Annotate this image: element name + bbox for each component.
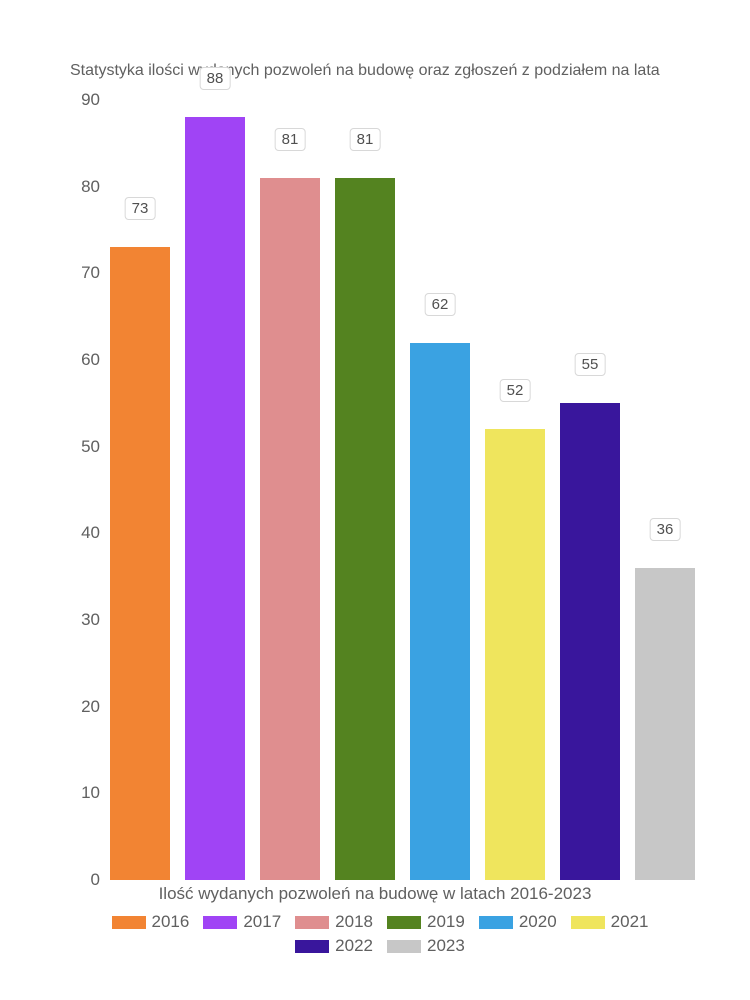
- bar-value-label: 55: [575, 353, 606, 376]
- bar: [485, 429, 545, 880]
- legend-item: 2018: [295, 912, 373, 932]
- legend-swatch: [571, 916, 605, 929]
- bar: [635, 568, 695, 880]
- legend-label: 2023: [427, 936, 465, 956]
- plot-area: 7388818162525536: [110, 100, 710, 880]
- y-tick-label: 70: [81, 263, 100, 283]
- y-tick-label: 50: [81, 437, 100, 457]
- bar-value-label: 36: [650, 518, 681, 541]
- bar: [335, 178, 395, 880]
- bar-chart: Statystyka ilości wydanych pozwoleń na b…: [0, 0, 750, 1000]
- y-tick-label: 60: [81, 350, 100, 370]
- bar-value-label: 88: [200, 67, 231, 90]
- bar: [410, 343, 470, 880]
- y-tick-label: 80: [81, 177, 100, 197]
- x-axis-label: Ilość wydanych pozwoleń na budowę w lata…: [0, 884, 750, 904]
- bar-value-label: 81: [275, 128, 306, 151]
- legend-item: 2016: [112, 912, 190, 932]
- legend-label: 2020: [519, 912, 557, 932]
- legend-swatch: [112, 916, 146, 929]
- legend-item: 2022: [295, 936, 373, 956]
- bar: [110, 247, 170, 880]
- y-tick-label: 10: [81, 783, 100, 803]
- bar-value-label: 52: [500, 379, 531, 402]
- y-tick-label: 20: [81, 697, 100, 717]
- legend-item: 2019: [387, 912, 465, 932]
- legend-label: 2017: [243, 912, 281, 932]
- bar-value-label: 62: [425, 293, 456, 316]
- legend-label: 2018: [335, 912, 373, 932]
- bar-value-label: 81: [350, 128, 381, 151]
- legend-swatch: [295, 916, 329, 929]
- legend-item: 2017: [203, 912, 281, 932]
- legend-item: 2021: [571, 912, 649, 932]
- legend-item: 2023: [387, 936, 465, 956]
- legend-label: 2019: [427, 912, 465, 932]
- bar-value-label: 73: [125, 197, 156, 220]
- legend-swatch: [203, 916, 237, 929]
- legend-swatch: [479, 916, 513, 929]
- y-tick-label: 30: [81, 610, 100, 630]
- legend: 2016 2017 2018 2019 2020 2021 2022 2023: [90, 912, 670, 956]
- bar: [260, 178, 320, 880]
- bar: [560, 403, 620, 880]
- bar: [185, 117, 245, 880]
- legend-label: 2021: [611, 912, 649, 932]
- legend-swatch: [387, 916, 421, 929]
- chart-title: Statystyka ilości wydanych pozwoleń na b…: [70, 62, 660, 80]
- legend-label: 2016: [152, 912, 190, 932]
- legend-item: 2020: [479, 912, 557, 932]
- y-tick-label: 40: [81, 523, 100, 543]
- legend-swatch: [295, 940, 329, 953]
- legend-label: 2022: [335, 936, 373, 956]
- y-tick-label: 90: [81, 90, 100, 110]
- legend-swatch: [387, 940, 421, 953]
